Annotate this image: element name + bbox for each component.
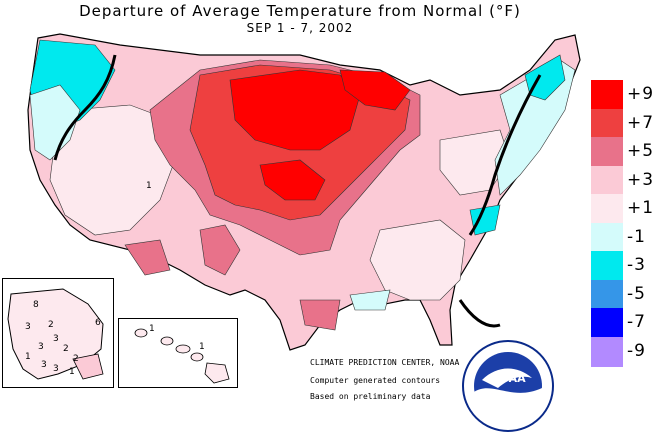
legend-item: +7 xyxy=(591,108,657,139)
legend-label: -1 xyxy=(627,226,646,247)
alaska-label-2: 3 xyxy=(25,322,31,332)
region-minus1-gulf xyxy=(349,289,391,311)
legend-swatch xyxy=(591,279,623,310)
alaska-label-11: 1 xyxy=(69,367,75,377)
legend-item: +1 xyxy=(591,194,657,224)
alaska-label-5: 3 xyxy=(38,342,44,352)
legend-item: -1 xyxy=(591,222,657,253)
legend-label: -5 xyxy=(627,283,646,304)
legend-label: +3 xyxy=(627,169,655,190)
credit-center: CLIMATE PREDICTION CENTER, NOAA xyxy=(310,358,460,367)
zero-contour-east xyxy=(468,74,542,236)
legend-item: -5 xyxy=(591,279,657,310)
legend-swatch xyxy=(591,251,623,281)
zero-contour-west xyxy=(53,54,117,161)
noaa-logo: NOAA xyxy=(462,340,554,432)
credit-line2: Based on preliminary data xyxy=(310,392,431,401)
legend-swatch xyxy=(591,108,623,139)
region-plus9-northern-plains xyxy=(229,69,361,151)
alaska-label-7: 2 xyxy=(63,344,69,354)
legend-label: +7 xyxy=(627,112,655,133)
legend-item: +9 xyxy=(591,80,657,110)
region-plus5-southwest xyxy=(199,224,241,276)
noaa-emblem: NOAA xyxy=(462,340,554,432)
region-plus9-great-lakes xyxy=(339,69,411,111)
alaska-map: 8 3 2 3 3 6 2 1 3 2 1 3 xyxy=(7,288,104,380)
alaska-label-4: 3 xyxy=(53,334,59,344)
region-minus3-carolina xyxy=(469,204,501,236)
legend-label: -9 xyxy=(627,340,646,361)
legend-swatch xyxy=(591,308,623,338)
region-minus1-northeast xyxy=(494,59,576,196)
alaska-label-8: 1 xyxy=(25,352,31,362)
legend-label: +9 xyxy=(627,84,655,104)
legend-swatch xyxy=(591,137,623,167)
legend-swatch xyxy=(591,165,623,196)
legend-swatch xyxy=(591,336,623,367)
zero-contour-florida xyxy=(458,299,501,328)
legend-swatch xyxy=(591,194,623,224)
legend-item: +5 xyxy=(591,137,657,167)
alaska-label-1: 8 xyxy=(33,300,39,310)
hawaii-inset: 1 1 xyxy=(118,318,238,388)
legend-label: +5 xyxy=(627,141,655,161)
alaska-label-9: 3 xyxy=(41,360,47,370)
region-plus9-central xyxy=(259,159,326,201)
noaa-logo-text: NOAA xyxy=(490,372,526,385)
legend-item: -3 xyxy=(591,251,657,281)
alaska-inset: 8 3 2 3 3 6 2 1 3 2 1 3 xyxy=(2,278,114,388)
legend-swatch xyxy=(591,222,623,253)
legend-swatch xyxy=(591,80,623,110)
hawaii-map: 1 1 xyxy=(134,324,230,384)
legend-label: -7 xyxy=(627,312,646,332)
alaska-label-3: 2 xyxy=(48,320,54,330)
hawaii-label-2: 1 xyxy=(199,342,205,352)
conus-contour-label: 1 xyxy=(146,181,152,191)
region-plus5-southwest-west xyxy=(124,239,171,276)
legend-label: -3 xyxy=(627,255,646,275)
legend-label: +1 xyxy=(627,198,655,218)
legend-item: -9 xyxy=(591,336,657,367)
map-subtitle: SEP 1 - 7, 2002 xyxy=(246,21,354,35)
map-title: Departure of Average Temperature from No… xyxy=(79,2,521,20)
region-plus1-south xyxy=(369,219,466,301)
region-plus5-texas xyxy=(299,299,341,331)
alaska-label-6: 6 xyxy=(95,318,101,328)
hawaii-label-1: 1 xyxy=(149,324,155,334)
legend-item: +3 xyxy=(591,165,657,196)
alaska-label-10: 2 xyxy=(73,354,79,364)
region-minus1-northwest xyxy=(29,84,81,161)
legend-item: -7 xyxy=(591,308,657,338)
alaska-label-12: 3 xyxy=(53,364,59,374)
credit-line1: Computer generated contours xyxy=(310,376,441,385)
